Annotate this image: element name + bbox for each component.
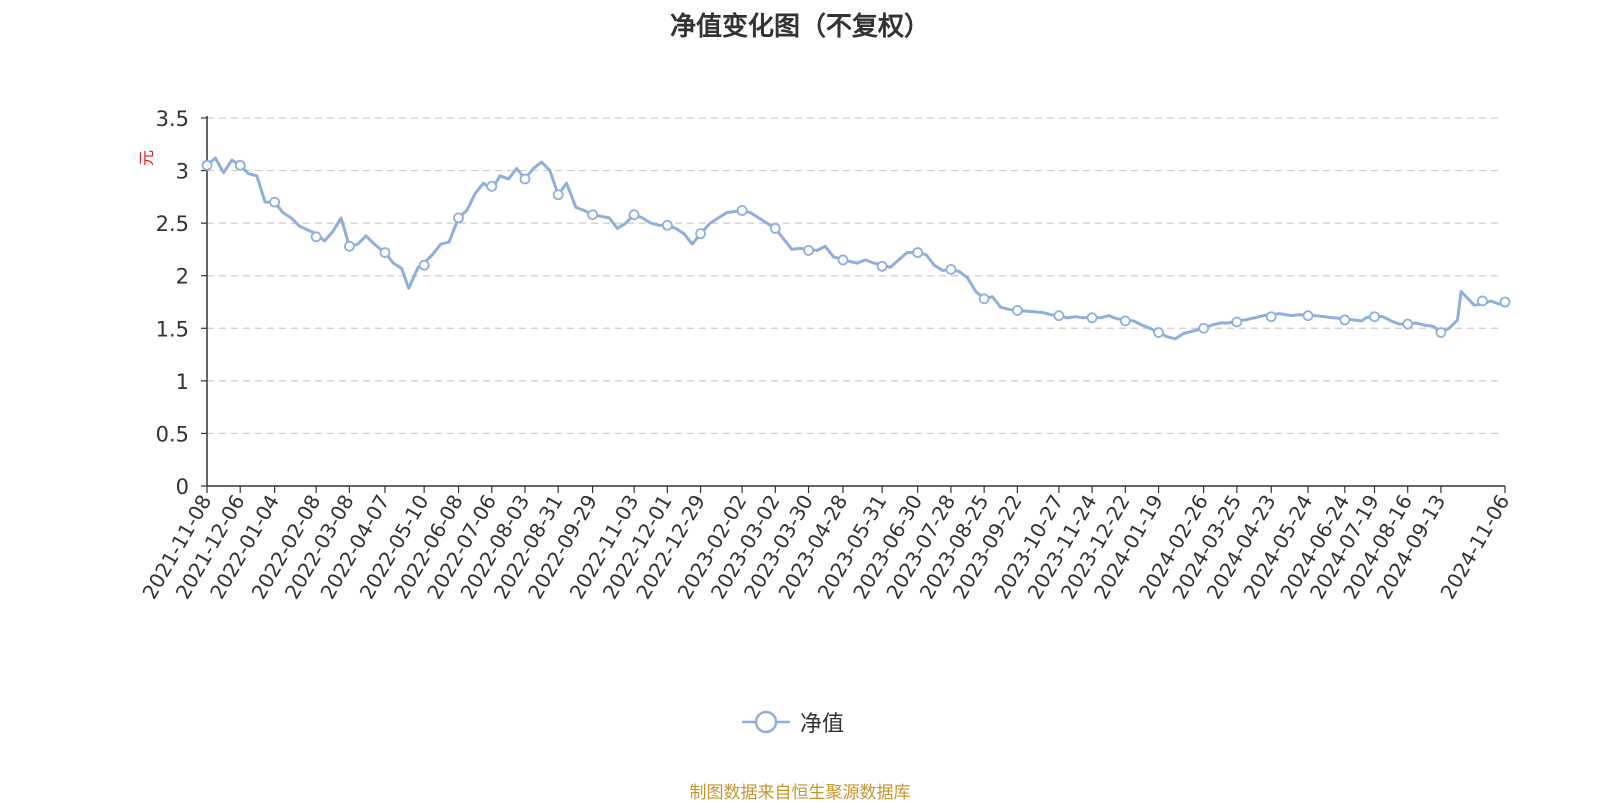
- data-point-marker[interactable]: [234, 159, 246, 171]
- data-point-marker[interactable]: [978, 293, 990, 305]
- y-tick-label: 1: [176, 370, 189, 394]
- axes: [206, 116, 1505, 487]
- data-point-marker[interactable]: [519, 173, 531, 185]
- data-point-marker[interactable]: [736, 205, 748, 216]
- data-point-marker[interactable]: [628, 209, 640, 221]
- data-point-marker[interactable]: [769, 222, 781, 234]
- data-point-marker[interactable]: [1119, 315, 1131, 327]
- data-point-marker[interactable]: [1402, 318, 1414, 330]
- data-point-marker[interactable]: [1153, 327, 1164, 338]
- data-point-marker[interactable]: [1302, 310, 1314, 322]
- data-point-marker[interactable]: [201, 159, 213, 171]
- data-point-marker[interactable]: [379, 247, 391, 258]
- data-point-marker[interactable]: [1231, 316, 1243, 328]
- chart-title: 净值变化图（不复权）: [669, 12, 930, 42]
- data-point-marker[interactable]: [695, 228, 706, 240]
- y-tick-label: 2.5: [156, 212, 189, 236]
- data-point-marker[interactable]: [1369, 311, 1380, 323]
- source-note: 制图数据来自恒生聚源数据库: [689, 783, 911, 803]
- series-layer: [201, 156, 1511, 341]
- data-point-marker[interactable]: [1086, 312, 1098, 324]
- y-tick-label: 0: [176, 475, 189, 499]
- data-point-marker[interactable]: [269, 196, 281, 208]
- data-point-marker[interactable]: [587, 209, 599, 221]
- data-point-marker[interactable]: [453, 212, 464, 224]
- y-axis-label: 元: [137, 150, 156, 166]
- data-point-marker[interactable]: [661, 219, 673, 231]
- x-axis-ticks: 2021-11-082021-12-062022-01-042022-02-08…: [137, 486, 1514, 603]
- data-point-marker[interactable]: [945, 264, 957, 275]
- data-point-marker[interactable]: [1435, 327, 1447, 338]
- legend-label: 净值: [800, 712, 845, 737]
- y-tick-label: 0.5: [156, 422, 189, 446]
- data-point-marker[interactable]: [310, 231, 322, 243]
- y-tick-label: 3: [176, 160, 189, 184]
- y-tick-label: 3.5: [156, 107, 189, 131]
- data-point-marker[interactable]: [1477, 295, 1488, 307]
- data-point-marker[interactable]: [876, 260, 888, 272]
- grid-lines: [207, 117, 1500, 435]
- y-axis-ticks: 0 0.5 1 1.5 2 2.5 3 3.5: [156, 107, 207, 499]
- data-point-marker[interactable]: [912, 247, 924, 258]
- y-tick-label: 1.5: [156, 317, 189, 341]
- data-point-marker[interactable]: [1198, 322, 1210, 334]
- legend[interactable]: 净值: [740, 706, 844, 738]
- data-point-marker[interactable]: [803, 245, 814, 256]
- data-point-marker[interactable]: [418, 259, 430, 271]
- y-tick-label: 2: [176, 265, 189, 289]
- data-point-marker[interactable]: [1339, 314, 1351, 326]
- data-point-marker[interactable]: [343, 240, 355, 252]
- data-point-marker[interactable]: [1053, 310, 1065, 322]
- data-point-marker[interactable]: [552, 189, 564, 201]
- data-point-marker[interactable]: [1265, 311, 1277, 323]
- data-point-marker[interactable]: [1011, 305, 1023, 316]
- legend-line-marker-icon: [742, 710, 790, 734]
- data-point-marker[interactable]: [486, 180, 498, 192]
- data-point-marker[interactable]: [1499, 296, 1511, 308]
- data-point-marker[interactable]: [837, 254, 849, 266]
